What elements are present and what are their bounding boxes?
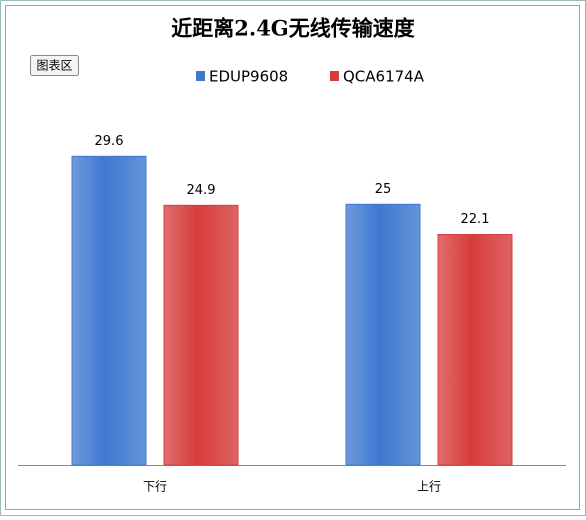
bar [163,204,239,466]
tooltip-box [30,55,79,76]
chart-title: 近距离2.4G无线传输速度 [171,16,414,41]
bar [345,203,421,466]
legend-swatch [196,71,205,81]
legend-label: EDUP9608 [209,68,288,86]
legend-swatch [330,71,339,81]
bar [437,234,513,466]
value-label: 29.6 [95,134,124,149]
tooltip: 图表区 [36,59,72,73]
x-tick-label: 下行 [143,480,167,494]
value-label: 24.9 [187,183,216,198]
value-label: 22.1 [461,212,490,227]
value-label: 25 [375,182,392,197]
x-tick-label: 上行 [417,480,441,494]
bar [71,155,147,466]
legend-label: QCA6174A [343,68,425,86]
